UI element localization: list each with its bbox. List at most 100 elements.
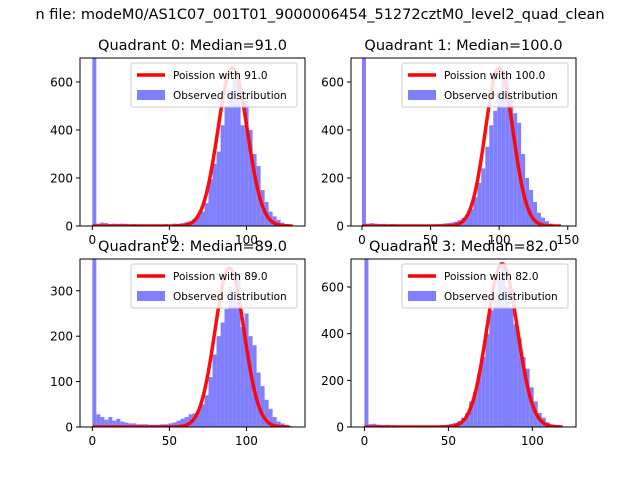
- y-tick-label: 400: [321, 327, 344, 341]
- histogram-bar: [493, 110, 498, 226]
- histogram-bar: [268, 408, 273, 427]
- axes-frame: [79, 57, 306, 227]
- histogram-bar: [228, 91, 233, 226]
- histogram-bar: [220, 322, 225, 427]
- histogram-bar: [533, 202, 538, 226]
- histogram-bar: [509, 96, 514, 226]
- histogram-bar: [244, 313, 249, 427]
- histogram-bar: [248, 130, 253, 226]
- x-tick-label: 50: [423, 233, 438, 247]
- histogram-bar: [184, 417, 189, 427]
- histogram-bar: [204, 203, 209, 226]
- legend: Poission with 100.0 Observed distribution: [401, 62, 569, 108]
- legend-label-curve: Poission with 89.0: [173, 271, 268, 283]
- histogram-bar: [96, 414, 101, 427]
- legend: Poission with 82.0 Observed distribution: [401, 263, 569, 309]
- legend-box: [401, 62, 569, 108]
- histogram-bar: [489, 125, 494, 226]
- histogram-bar: [120, 421, 125, 427]
- histogram-bar: [216, 151, 221, 226]
- axes-frame: [79, 258, 306, 428]
- histogram-bar: [200, 404, 205, 427]
- histogram-bar: [240, 327, 245, 427]
- x-tick-label: 0: [358, 233, 366, 247]
- histogram-bar: [172, 422, 177, 427]
- histogram-bar: [361, 58, 366, 226]
- histogram-bar: [212, 354, 217, 427]
- plot-area: [91, 58, 294, 226]
- histogram-bar: [212, 163, 217, 226]
- histogram-bar: [521, 357, 526, 427]
- histogram-bar: [276, 220, 281, 226]
- histogram-bar: [465, 413, 470, 427]
- histogram-bar: [497, 280, 502, 427]
- histogram-bar: [481, 168, 486, 226]
- poisson-curve: [363, 261, 564, 427]
- histogram-bar: [132, 423, 137, 427]
- legend-label-hist: Observed distribution: [173, 291, 287, 303]
- histogram-bar: [232, 72, 237, 226]
- histogram-bar: [465, 214, 470, 226]
- histogram-bar: [541, 217, 545, 226]
- histogram-bar: [505, 77, 510, 226]
- x-tick-label: 0: [89, 233, 97, 247]
- histogram-bar: [264, 399, 269, 427]
- histogram-bar: [509, 308, 514, 427]
- histogram-bar: [485, 333, 490, 427]
- histogram-bar: [469, 209, 474, 226]
- histogram-bar: [272, 216, 277, 226]
- legend-patch-swatch: [137, 90, 165, 100]
- y-tick-label: 600: [50, 76, 73, 90]
- histogram-bar: [200, 211, 205, 226]
- panel-title: Quadrant 1: Median=100.0: [364, 38, 562, 54]
- histogram-bar: [525, 368, 530, 427]
- histogram-bar: [501, 70, 506, 226]
- histogram-bar: [92, 259, 97, 427]
- legend-label-hist: Observed distribution: [444, 291, 558, 303]
- y-tick-label: 200: [321, 374, 344, 388]
- y-tick-label: 0: [336, 220, 344, 234]
- legend-label-curve: Poission with 100.0: [444, 70, 545, 82]
- histogram-bar: [220, 125, 225, 226]
- panel-title: Quadrant 2: Median=89.0: [98, 239, 287, 255]
- chart-panel-1: 0 50 100 150 0 200 400 600 Quadrant 1: Median=10…: [321, 38, 579, 247]
- histogram-bar: [252, 154, 257, 226]
- histogram-bar: [196, 410, 201, 427]
- histogram-bar: [124, 422, 129, 427]
- axes-frame: [350, 258, 577, 428]
- figure-suptitle: n file: modeM0/AS1C07_001T01_9000006454_…: [35, 7, 604, 23]
- histogram-bar: [489, 310, 494, 427]
- histogram-bar: [92, 58, 97, 226]
- x-tick-label: 100: [235, 233, 258, 247]
- histogram-bar: [272, 417, 277, 427]
- histogram-bar: [513, 113, 518, 226]
- chart-panel-2: 0 50 100 0 100 200 300 Quadrant 2: Median=89.0 P…: [50, 239, 306, 448]
- x-tick-label: 0: [89, 434, 97, 448]
- histogram-bar: [513, 324, 518, 427]
- histogram-bar: [473, 197, 478, 226]
- histogram-bar: [232, 299, 237, 427]
- histogram-bar: [517, 338, 522, 427]
- histogram-bar: [544, 221, 549, 226]
- y-tick-label: 300: [50, 284, 73, 298]
- histogram-bar: [497, 91, 502, 226]
- y-tick-label: 600: [321, 76, 344, 90]
- histogram-bar: [505, 287, 510, 427]
- histogram-bar: [196, 215, 201, 226]
- y-tick-label: 200: [50, 330, 73, 344]
- legend-label-hist: Observed distribution: [173, 90, 287, 102]
- axes-frame: [350, 57, 577, 227]
- histogram-bar: [208, 179, 213, 226]
- legend-patch-swatch: [408, 90, 436, 100]
- histogram-bar: [224, 106, 229, 226]
- y-tick-label: 100: [50, 375, 73, 389]
- x-tick-label: 50: [162, 233, 177, 247]
- panel-title: Quadrant 0: Median=91.0: [98, 38, 287, 54]
- chart-panel-0: 0 50 100 0 200 400 600 Quadrant 0: Median=91.0 P…: [50, 38, 306, 247]
- legend: Poission with 91.0 Observed distribution: [130, 62, 298, 108]
- legend-patch-swatch: [408, 291, 436, 301]
- histogram-bar: [473, 392, 478, 427]
- histogram-bar: [112, 420, 117, 427]
- histogram-bar: [168, 423, 173, 427]
